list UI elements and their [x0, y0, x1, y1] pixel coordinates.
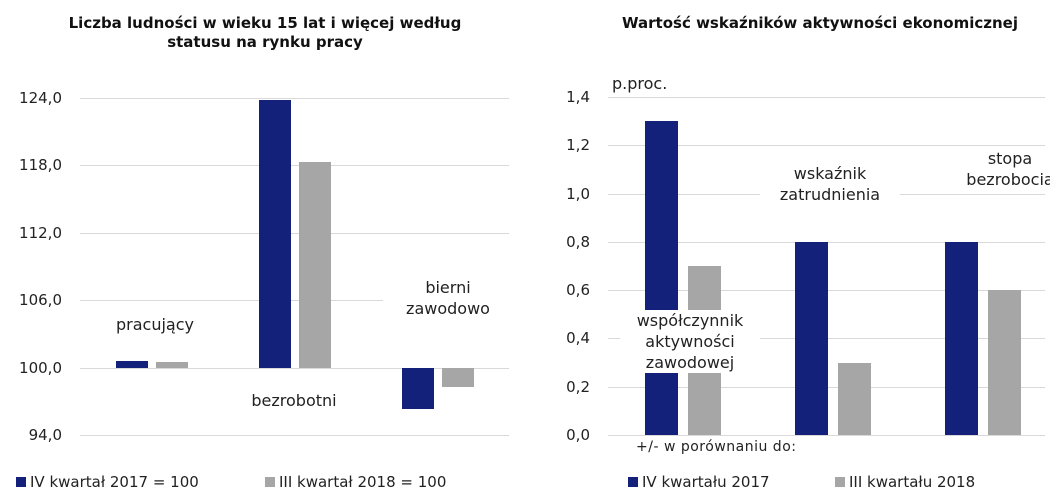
y-tick-label: 100,0	[19, 358, 62, 377]
grid-line	[608, 97, 1045, 98]
chart-title: Wartość wskaźników aktywności ekonomiczn…	[622, 14, 1018, 32]
legend-swatch	[628, 477, 638, 487]
category-label: bierni zawodowo	[383, 277, 513, 319]
grid-line	[80, 98, 509, 99]
category-label: współczynnik aktywności zawodowej	[620, 310, 760, 373]
category-label: bezrobotni	[224, 390, 364, 411]
category-label: wskaźnik zatrudnienia	[760, 163, 900, 205]
y-tick-label: 0,0	[566, 426, 590, 444]
grid-line	[608, 435, 1045, 436]
y-tick-label: 106,0	[19, 291, 62, 310]
bar	[441, 367, 474, 387]
bar	[988, 290, 1021, 435]
grid-line	[80, 435, 509, 436]
y-tick-label: 118,0	[19, 156, 62, 175]
bar	[838, 362, 871, 435]
legend-swatch	[16, 477, 26, 487]
y-tick-label: 112,0	[19, 223, 62, 242]
bar	[155, 361, 188, 368]
bar	[945, 241, 978, 435]
bar	[115, 360, 148, 368]
legend-label: III kwartału 2018	[849, 473, 976, 491]
chart-title: Liczba ludności w wieku 15 lat i więcej …	[68, 14, 462, 51]
bar	[298, 162, 331, 368]
y-tick-label: 0,6	[566, 281, 590, 300]
y-tick-label: 0,8	[566, 232, 590, 251]
legend-label: III kwartał 2018 = 100	[279, 473, 447, 491]
unit-label: p.proc.	[612, 74, 668, 93]
y-tick-label: 0,4	[566, 329, 590, 348]
y-tick-label: 1,2	[566, 136, 590, 155]
legend-swatch	[835, 477, 845, 487]
grid-line	[80, 232, 509, 234]
y-tick-label: 1,4	[566, 88, 590, 106]
y-tick-label: 1,0	[566, 184, 590, 203]
grid-line	[608, 145, 1045, 147]
bar	[645, 121, 678, 435]
bar	[795, 241, 828, 435]
y-tick-label: 0,2	[566, 377, 590, 396]
grid-line	[80, 165, 509, 167]
legend-swatch	[265, 477, 275, 487]
annotation: +/- w porównaniu do:	[636, 439, 797, 455]
grid-line	[80, 367, 509, 369]
category-label: pracujący	[95, 314, 215, 335]
legend-label: IV kwartał 2017 = 100	[30, 473, 199, 491]
y-tick-label: 94,0	[28, 426, 62, 444]
y-tick-label: 124,0	[19, 89, 62, 107]
grid-line	[80, 300, 509, 302]
legend-label: IV kwartału 2017	[642, 473, 770, 491]
bar	[258, 100, 291, 368]
bar	[401, 367, 434, 410]
category-label: stopa bezrobocia	[950, 148, 1050, 190]
